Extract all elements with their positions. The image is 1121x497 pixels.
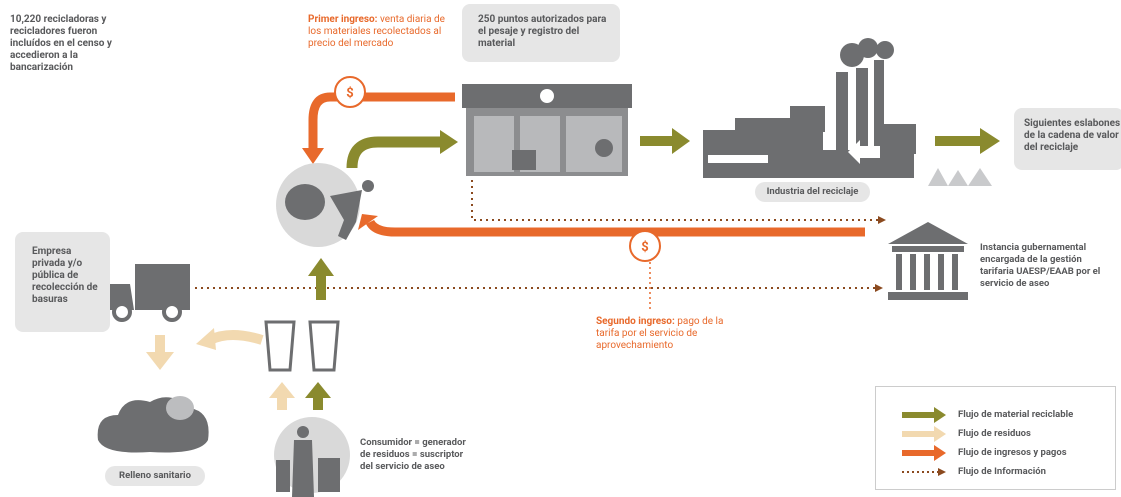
industry-label: Industria del reciclaje: [755, 182, 870, 202]
consumer-text: Consumidor = generador de residuos = sus…: [360, 437, 475, 473]
money-symbol: $: [641, 240, 648, 255]
money-symbol: $: [346, 86, 353, 101]
landfill-icon: [98, 396, 209, 453]
trash-icon: [266, 322, 338, 370]
legend-item: Flujo de residuos: [958, 428, 1031, 439]
truck-icon: [105, 264, 190, 320]
landfill-label: Relleno sanitario: [105, 466, 205, 486]
legend-item: Flujo de ingresos y pagos: [958, 447, 1067, 458]
income-arrow: [370, 222, 865, 232]
first-income-label: Primer ingreso:: [308, 14, 378, 25]
factory-icon: [703, 38, 992, 186]
waste-arrow: [146, 335, 174, 370]
diagram: $ $: [0, 0, 1121, 497]
waste-arrow: [210, 335, 262, 340]
second-income: Segundo ingreso: pago de la tarifa por e…: [596, 316, 726, 352]
arrow-head: [878, 216, 886, 224]
material-arrow: [305, 382, 331, 410]
company-text: Empresa privada y/o pública de recolecci…: [32, 246, 102, 306]
arrow-head: [302, 148, 324, 164]
legend-item: Flujo de material reciclable: [958, 409, 1073, 420]
material-arrow: [352, 142, 442, 168]
collection-center-icon: [462, 84, 632, 176]
census-text: 10,220 recicladoras y recicladores fuero…: [10, 14, 128, 74]
government-text: Instancia gubernamental encargada de la …: [980, 242, 1110, 290]
material-arrow: [308, 258, 334, 300]
waste-arrow: [269, 382, 295, 410]
material-arrow: [640, 128, 690, 154]
arrow-head: [875, 284, 883, 292]
material-arrow: [935, 128, 1000, 154]
arrow-head: [440, 130, 458, 154]
arrow-head: [196, 328, 216, 350]
first-income: Primer ingreso: venta diaria de los mate…: [308, 14, 458, 50]
second-income-label: Segundo ingreso:: [596, 316, 675, 327]
next-links-text: Siguientes eslabones de la cadena de val…: [1024, 118, 1121, 154]
page: $ $: [0, 0, 1121, 497]
government-icon: [888, 222, 968, 300]
legend-item: Flujo de Información: [958, 466, 1046, 477]
collection-text: 250 puntos autorizados para el pesaje y …: [478, 14, 610, 50]
